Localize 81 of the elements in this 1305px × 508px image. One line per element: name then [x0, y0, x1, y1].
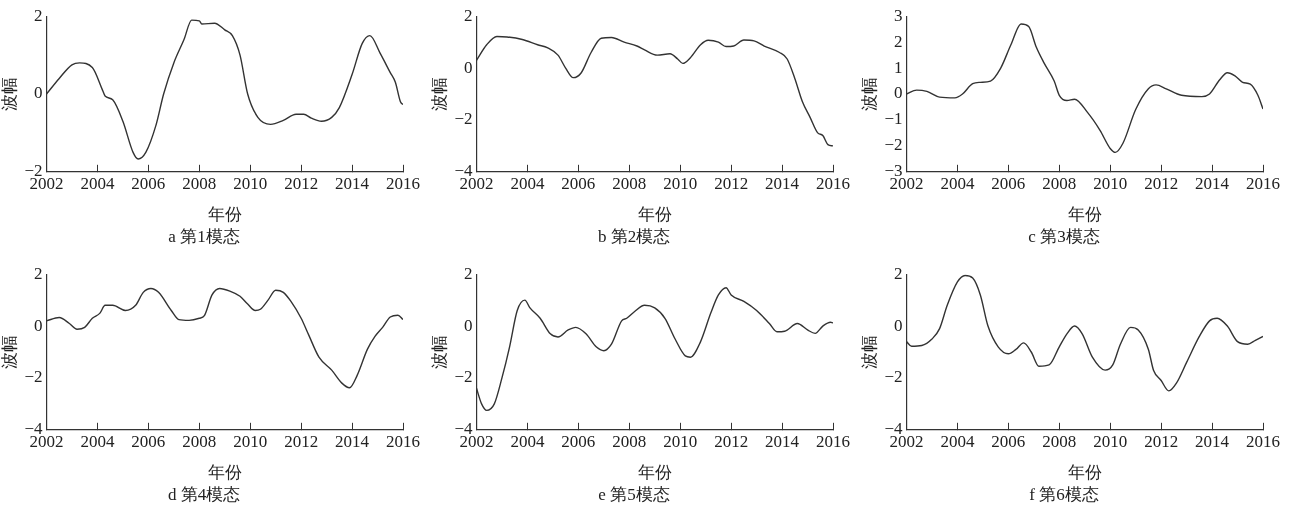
- x-tick-label: 2010: [1093, 432, 1128, 452]
- x-tick-label: 2014: [1195, 432, 1230, 452]
- x-tick-label: 2016: [816, 432, 850, 452]
- x-tick-label: 2010: [233, 174, 268, 194]
- x-tick-label: 2014: [335, 432, 370, 452]
- x-tick-label: 2008: [182, 174, 217, 194]
- x-tick-label: 2008: [1042, 174, 1077, 194]
- y-tick-label: −2: [454, 109, 473, 129]
- x-axis-title: 年份: [637, 462, 672, 482]
- x-axis-title: 年份: [1067, 462, 1102, 482]
- y-tick-label: −1: [884, 109, 903, 129]
- text: b 第2模态: [597, 227, 671, 247]
- x-tick-label: 2010: [1093, 174, 1128, 194]
- y-tick-label: −2: [454, 367, 473, 387]
- y-tick-label: 2: [463, 5, 473, 25]
- x-tick-label: 2016: [386, 432, 420, 452]
- y-tick-label: −2: [24, 367, 43, 387]
- x-tick-label: 2004: [510, 174, 545, 194]
- y-axis-title: 波幅: [0, 77, 19, 111]
- y-tick-label: 0: [893, 83, 903, 103]
- x-tick-label: 2016: [1246, 432, 1280, 452]
- y-tick-label: 0: [33, 315, 43, 335]
- y-axis-title: 波幅: [859, 77, 879, 111]
- x-tick-label: 2004: [80, 174, 115, 194]
- x-tick-label: 2014: [1195, 174, 1230, 194]
- x-tick-label: 2012: [1144, 174, 1179, 194]
- x-tick-label: 2010: [663, 432, 698, 452]
- y-tick-label: 2: [893, 263, 903, 283]
- y-tick-label: 2: [33, 263, 43, 283]
- x-tick-label: 2016: [816, 174, 850, 194]
- x-tick-label: 2012: [284, 174, 319, 194]
- x-tick-label: 2014: [765, 432, 800, 452]
- x-tick-label: 2012: [714, 174, 749, 194]
- y-tick-label: 2: [463, 263, 473, 283]
- y-axis-title: 波幅: [429, 77, 449, 111]
- x-tick-label: 2004: [940, 432, 975, 452]
- y-tick-label: 1: [893, 57, 903, 77]
- x-tick-label: 2010: [663, 174, 698, 194]
- x-tick-label: 2006: [561, 432, 596, 452]
- y-tick-label: 2: [893, 31, 903, 51]
- y-tick-label: 3: [893, 5, 903, 25]
- x-axis-title: 年份: [1067, 204, 1102, 224]
- x-tick-label: 2006: [991, 432, 1026, 452]
- y-tick-label: −2: [884, 135, 903, 155]
- text: d 第4模态: [167, 485, 241, 505]
- x-tick-label: 2012: [714, 432, 749, 452]
- y-tick-label: 2: [33, 5, 43, 25]
- x-tick-label: 2006: [131, 174, 166, 194]
- x-tick-label: 2006: [561, 174, 596, 194]
- x-axis-title: 年份: [637, 204, 672, 224]
- text: a 第1模态: [168, 227, 240, 247]
- y-tick-label: 0: [463, 57, 473, 77]
- y-tick-label: 0: [463, 315, 473, 335]
- x-tick-label: 2004: [940, 174, 975, 194]
- x-tick-label: 2006: [991, 174, 1026, 194]
- x-tick-label: 2010: [233, 432, 268, 452]
- x-tick-label: 2008: [182, 432, 217, 452]
- y-tick-label: −2: [884, 367, 903, 387]
- x-tick-label: 2008: [612, 432, 647, 452]
- text: e 第5模态: [598, 485, 670, 505]
- y-tick-label: 0: [893, 315, 903, 335]
- x-tick-label: 2012: [284, 432, 319, 452]
- x-tick-label: 2012: [1144, 432, 1179, 452]
- x-tick-label: 2014: [765, 174, 800, 194]
- y-axis-title: 波幅: [429, 335, 449, 369]
- x-tick-label: 2014: [335, 174, 370, 194]
- y-tick-label: 0: [33, 83, 43, 103]
- text: c 第3模态: [1028, 227, 1100, 247]
- x-tick-label: 2008: [612, 174, 647, 194]
- x-axis-title: 年份: [207, 462, 242, 482]
- x-tick-label: 2004: [510, 432, 545, 452]
- text: f 第6模态: [1029, 485, 1099, 505]
- x-tick-label: 2008: [1042, 432, 1077, 452]
- y-axis-title: 波幅: [0, 335, 19, 369]
- x-axis-title: 年份: [207, 204, 242, 224]
- y-axis-title: 波幅: [859, 335, 879, 369]
- x-tick-label: 2016: [1246, 174, 1280, 194]
- line-series: [46, 287, 403, 389]
- x-tick-label: 2016: [386, 174, 420, 194]
- x-tick-label: 2006: [131, 432, 166, 452]
- x-tick-label: 2004: [80, 432, 115, 452]
